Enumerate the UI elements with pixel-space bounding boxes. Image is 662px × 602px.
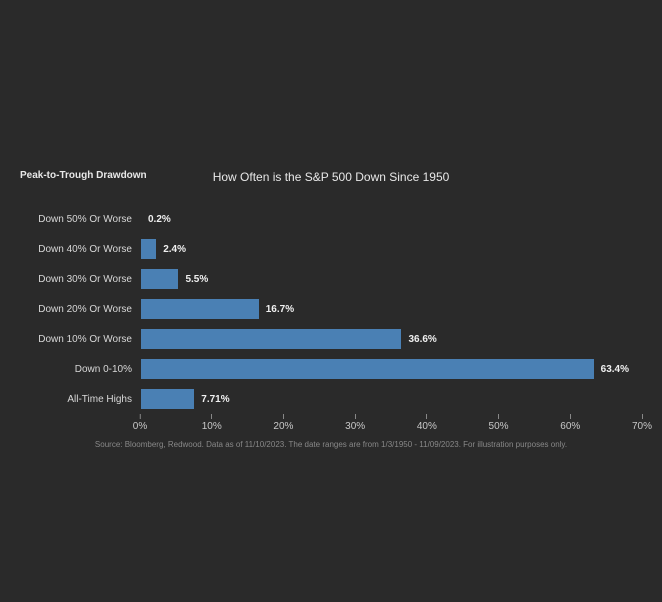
bar-row: All-Time Highs 7.71% [20,384,642,414]
tick-mark [355,414,356,419]
value-label: 0.2% [148,214,171,225]
tick-mark [641,414,642,419]
value-label: 16.7% [266,304,294,315]
x-tick: 60% [560,414,580,432]
bar-track: 7.71% [140,384,642,414]
tick-label: 10% [202,421,222,432]
bar [140,388,195,410]
bar-row: Down 50% Or Worse 0.2% [20,204,642,234]
tick-mark [426,414,427,419]
x-tick: 10% [202,414,222,432]
x-axis: 0%10%20%30%40%50%60%70% [140,414,642,436]
bar-track: 0.2% [140,204,642,234]
tick-label: 60% [560,421,580,432]
x-tick: 0% [133,414,147,432]
chart-title: How Often is the S&P 500 Down Since 1950 [20,170,642,184]
x-tick: 50% [489,414,509,432]
value-label: 63.4% [601,364,629,375]
source-note: Source: Bloomberg, Redwood. Data as of 1… [20,440,642,449]
tick-mark [211,414,212,419]
x-tick: 40% [417,414,437,432]
category-label: Down 20% Or Worse [20,304,140,315]
tick-label: 50% [489,421,509,432]
tick-mark [139,414,140,419]
bar [140,358,595,380]
bar [140,328,402,350]
bar-track: 5.5% [140,264,642,294]
bar-row: Down 0-10% 63.4% [20,354,642,384]
bar [140,208,142,230]
x-tick: 30% [345,414,365,432]
bar-row: Down 10% Or Worse 36.6% [20,324,642,354]
value-label: 2.4% [163,244,186,255]
bar-track: 63.4% [140,354,642,384]
category-label: Down 50% Or Worse [20,214,140,225]
tick-label: 0% [133,421,147,432]
bar-row: Down 20% Or Worse 16.7% [20,294,642,324]
tick-mark [283,414,284,419]
bar-rows: Down 50% Or Worse 0.2% Down 40% Or Worse 2.… [20,204,642,414]
tick-label: 40% [417,421,437,432]
value-label: 7.71% [201,394,229,405]
x-tick: 70% [632,414,652,432]
bar-row: Down 40% Or Worse 2.4% [20,234,642,264]
bar-track: 2.4% [140,234,642,264]
x-tick: 20% [273,414,293,432]
category-label: Down 10% Or Worse [20,334,140,345]
bar [140,268,179,290]
tick-label: 70% [632,421,652,432]
value-label: 36.6% [408,334,436,345]
category-label: Down 30% Or Worse [20,274,140,285]
drawdown-chart: Peak-to-Trough Drawdown How Often is the… [20,170,642,449]
bar-row: Down 30% Or Worse 5.5% [20,264,642,294]
chart-header: Peak-to-Trough Drawdown How Often is the… [20,170,642,194]
bar-track: 36.6% [140,324,642,354]
tick-mark [498,414,499,419]
category-label: Down 0-10% [20,364,140,375]
bar-track: 16.7% [140,294,642,324]
tick-label: 20% [273,421,293,432]
category-label: All-Time Highs [20,394,140,405]
bar [140,238,157,260]
value-label: 5.5% [185,274,208,285]
category-label: Down 40% Or Worse [20,244,140,255]
bar [140,298,260,320]
tick-label: 30% [345,421,365,432]
tick-mark [570,414,571,419]
